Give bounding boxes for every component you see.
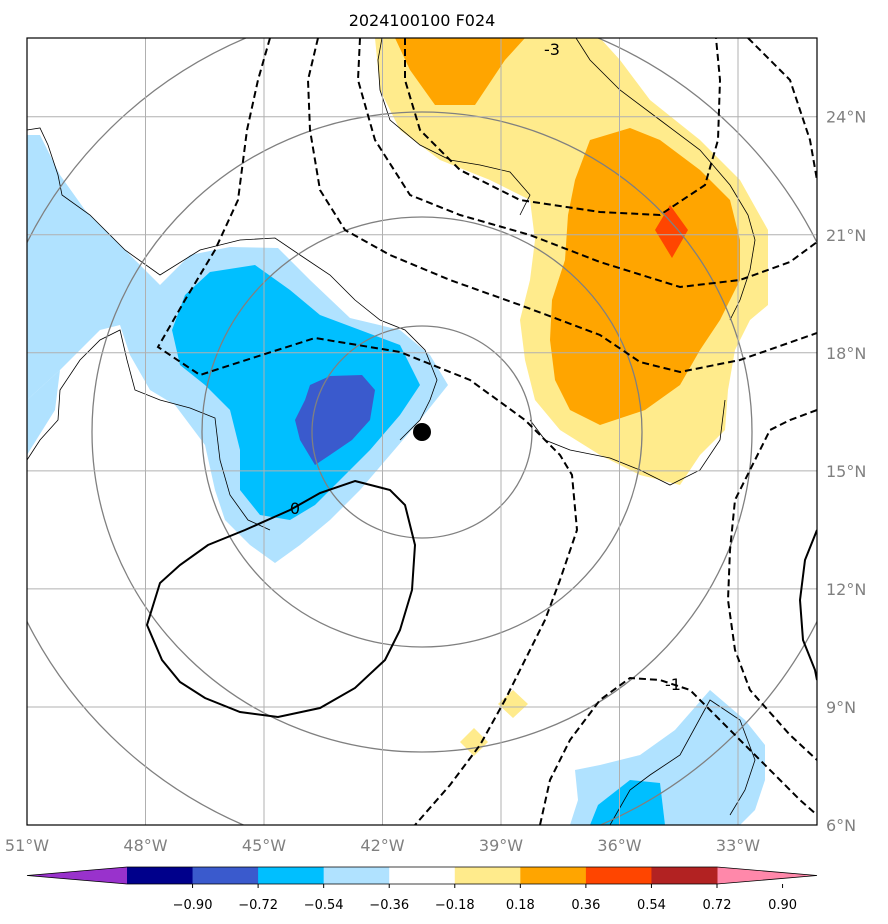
x-tick-label: 39°W — [479, 836, 523, 855]
x-tick-label: 48°W — [123, 836, 167, 855]
x-tick-label: 51°W — [5, 836, 49, 855]
x-tick-label: 45°W — [242, 836, 286, 855]
shaded-orange-north — [395, 38, 525, 105]
colorbar-bin — [585, 867, 652, 884]
colorbar-extend-low — [27, 867, 127, 884]
shaded-lightblue-edge — [27, 370, 60, 455]
contour-label-zero: 0 — [290, 499, 300, 518]
colorbar-bin — [192, 867, 259, 884]
colorbar-label: −0.90 — [173, 898, 213, 913]
colorbar-bin — [454, 867, 521, 884]
colorbar-bin — [520, 867, 587, 884]
colorbar-extend-high — [717, 867, 817, 884]
y-tick-label: 15°N — [826, 462, 866, 481]
colorbar-label: 0.18 — [506, 898, 535, 913]
colorbar-label: 0.36 — [571, 898, 600, 913]
colorbar-label: 0.54 — [637, 898, 666, 913]
colorbar-bin — [389, 867, 456, 884]
range-rings — [27, 38, 817, 825]
x-tick-label: 42°W — [360, 836, 404, 855]
dashed-contours — [156, 38, 817, 825]
contour-label-minus1: -1 — [665, 675, 681, 694]
colorbar-bin — [127, 867, 194, 884]
x-tick-label: 33°W — [716, 836, 760, 855]
x-axis-ticks: 51°W 48°W 45°W 42°W 39°W 36°W 33°W — [5, 836, 760, 855]
x-tick-label: 36°W — [597, 836, 641, 855]
colorbar: −0.90 −0.72 −0.54 −0.36 −0.18 0.18 0.36 0.54 0.7… — [26, 866, 818, 913]
y-tick-label: 9°N — [826, 698, 856, 717]
colorbar-bin — [258, 867, 325, 884]
colorbar-label: −0.18 — [435, 898, 475, 913]
colorbar-label: 0.72 — [703, 898, 732, 913]
y-tick-label: 21°N — [826, 226, 866, 245]
colorbar-label: −0.72 — [238, 898, 278, 913]
shaded-blue-southeast — [590, 780, 665, 825]
colorbar-label: −0.54 — [304, 898, 344, 913]
shaded-red — [655, 205, 688, 258]
colorbar-bin — [651, 867, 718, 884]
y-tick-label: 24°N — [826, 108, 866, 127]
colorbar-label: −0.36 — [369, 898, 409, 913]
shaded-darkblue — [295, 375, 375, 465]
thin-contours — [27, 38, 756, 825]
y-tick-label: 18°N — [826, 344, 866, 363]
y-tick-label: 12°N — [826, 580, 866, 599]
contour-label-minus3: -3 — [544, 40, 560, 59]
solid-contours — [145, 479, 817, 719]
colorbar-bin — [323, 867, 390, 884]
y-tick-label: 6°N — [826, 816, 856, 835]
shaded-yellow-diamond-1 — [498, 690, 528, 718]
center-marker — [413, 423, 431, 441]
y-axis-ticks: 6°N 9°N 12°N 15°N 18°N 21°N 24°N — [826, 108, 866, 835]
grid — [27, 38, 817, 825]
colorbar-label: 0.90 — [768, 898, 797, 913]
map-frame — [26, 37, 818, 826]
chart-title: 2024100100 F024 — [349, 11, 496, 30]
colorbar-outline — [26, 866, 818, 885]
shaded-blue — [172, 265, 420, 520]
map-area: 0 -3 -1 — [27, 38, 817, 825]
